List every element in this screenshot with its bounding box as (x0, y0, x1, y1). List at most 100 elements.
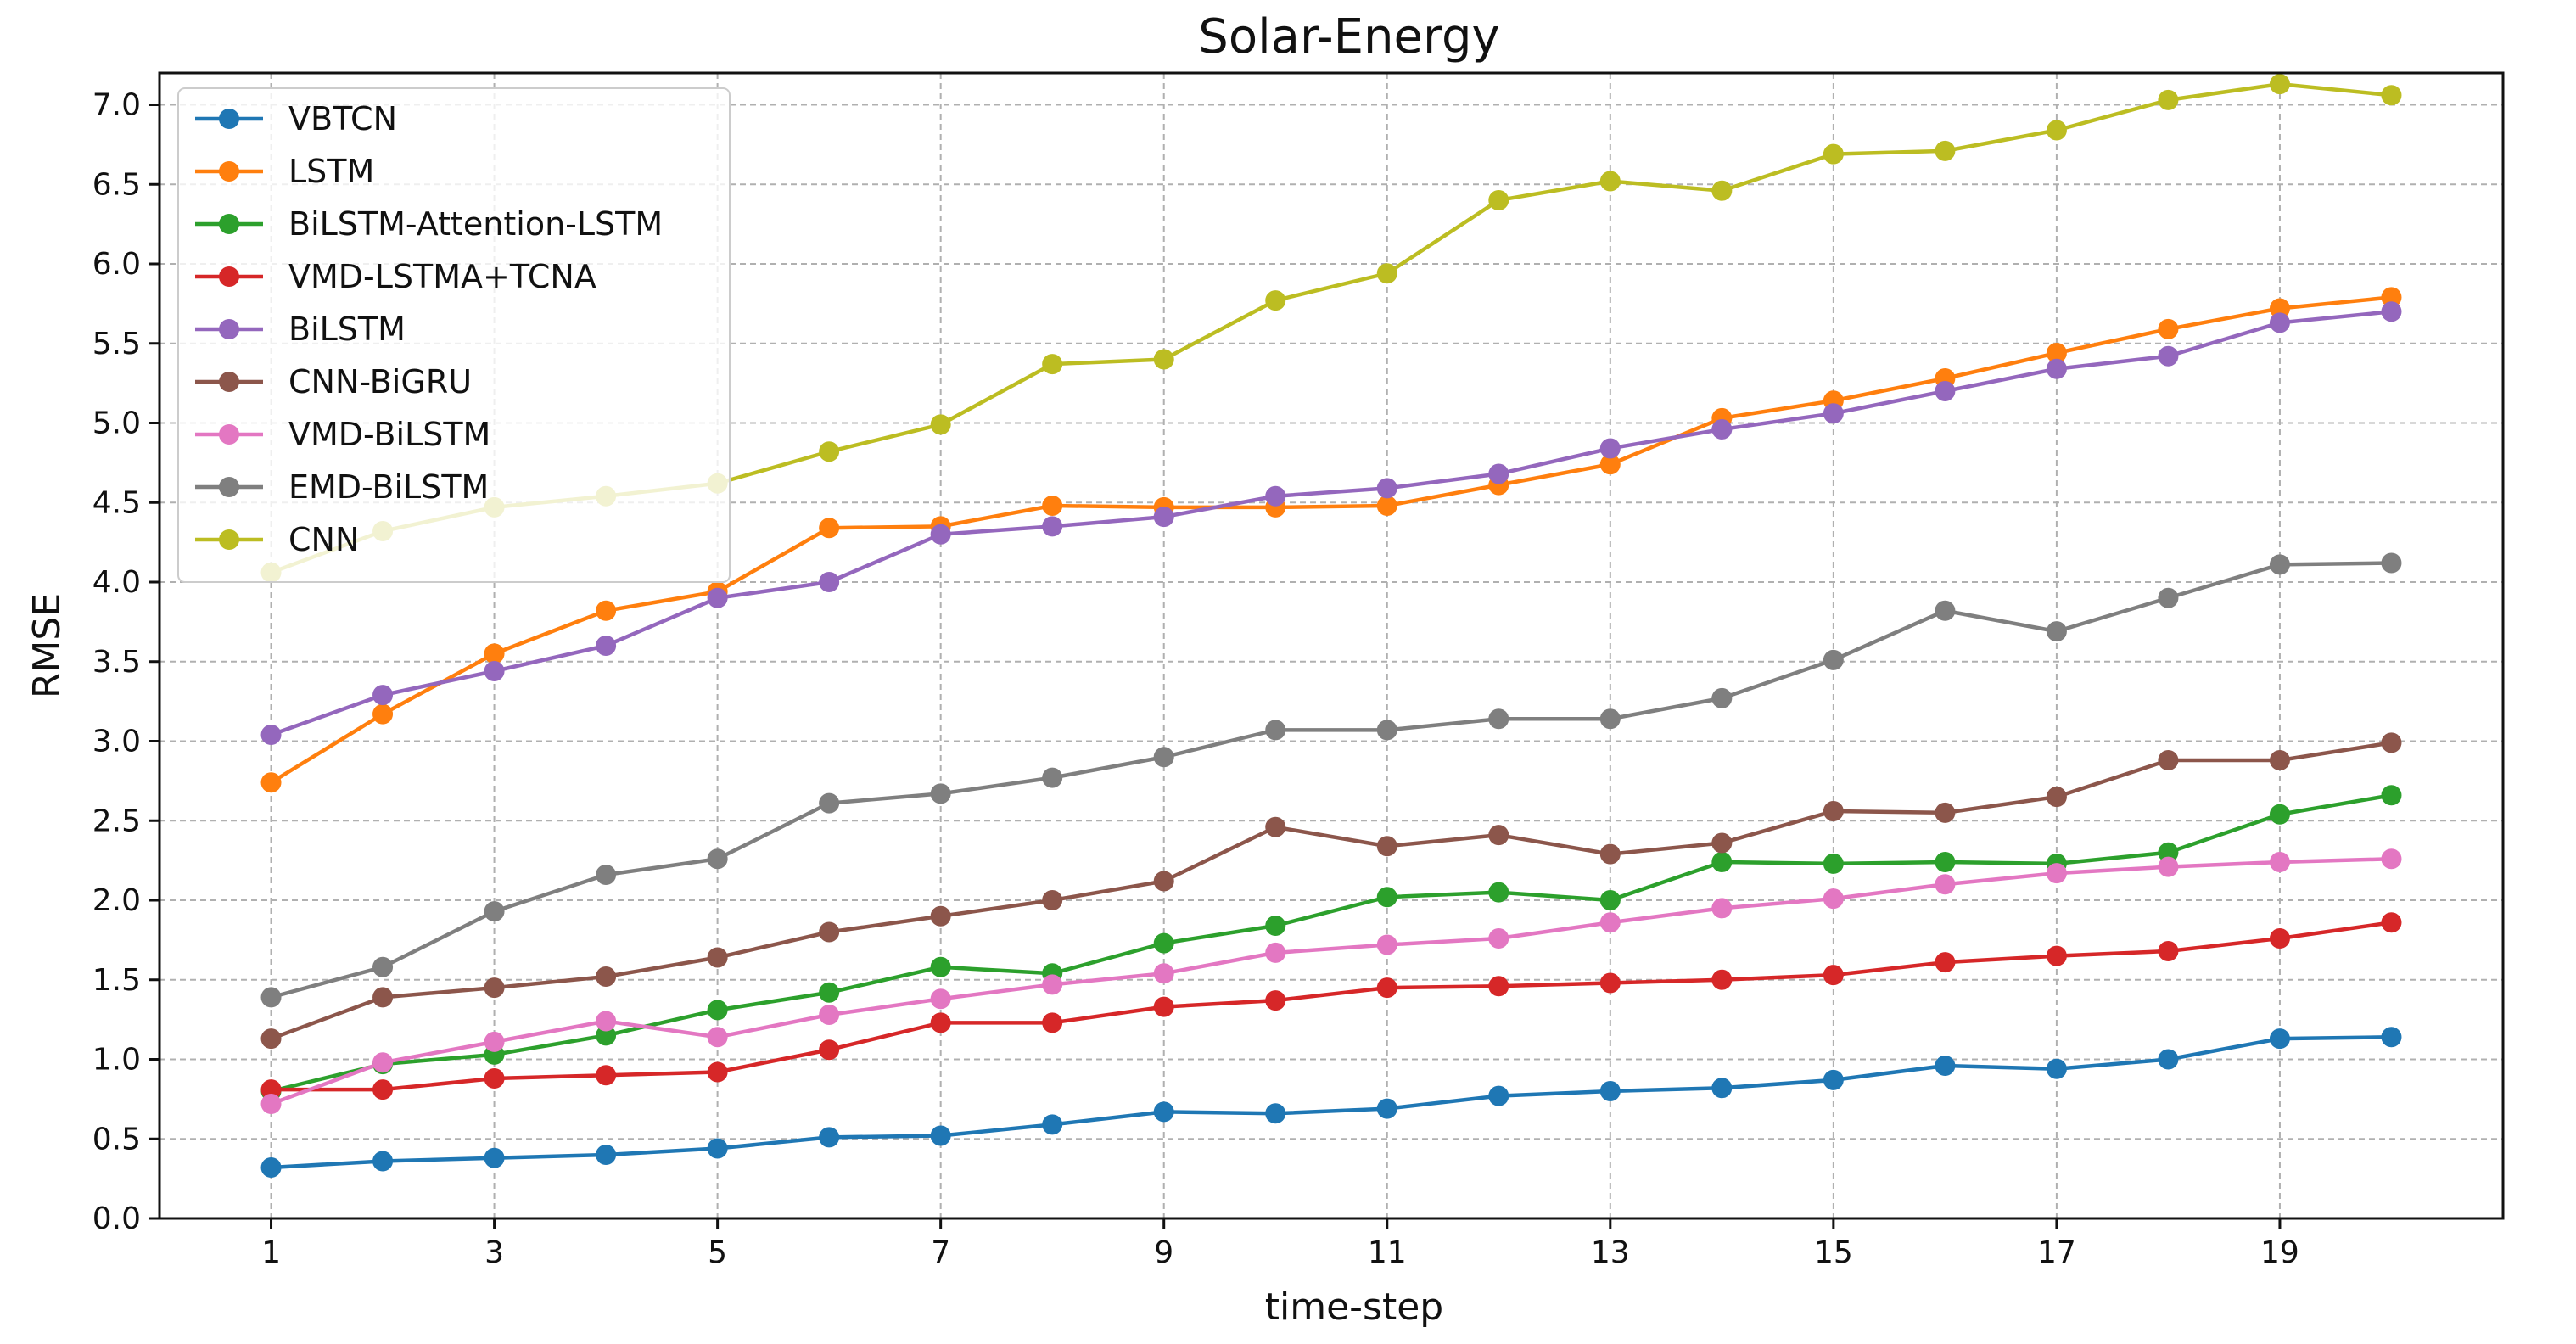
data-point-bilstm-attention-lstm (596, 1025, 617, 1046)
series-line-bilstm-attention-lstm (270, 793, 2392, 1094)
data-point-cnn-bigru (1376, 836, 1397, 857)
data-point-vbtcn (819, 1127, 840, 1148)
data-point-cnn-bigru (1711, 832, 1733, 854)
legend-label: CNN-BiGRU (288, 363, 472, 400)
legend: VBTCN LSTM BiLSTM-Attention-LSTM VMD-LSTMA+… (177, 87, 731, 583)
data-point-lstm (1376, 496, 1397, 516)
data-point-bilstm-attention-lstm (2158, 842, 2179, 863)
x-tick-label: 13 (1591, 1235, 1630, 1270)
data-point-vmd-lstma-tcna (707, 1061, 728, 1083)
data-point-cnn (2269, 74, 2290, 95)
data-point-cnn-bigru (2381, 732, 2402, 753)
data-point-emd-bilstm (1042, 767, 1063, 788)
data-point-vbtcn (930, 1125, 951, 1146)
legend-marker (219, 477, 239, 497)
data-point-vmd-lstma-tcna (1265, 990, 1286, 1011)
series-lstm (260, 287, 2402, 793)
x-tick-label: 17 (2037, 1235, 2076, 1270)
data-point-cnn-bigru (1042, 890, 1063, 910)
legend-marker (219, 319, 239, 339)
legend-label: EMD-BiLSTM (288, 468, 489, 506)
y-tick-label: 2.0 (92, 883, 141, 918)
data-point-vmd-lstma-tcna (2046, 945, 2067, 966)
series-vmd-lstma-tcna (260, 912, 2402, 1100)
data-point-bilstm (1935, 381, 1956, 401)
data-point-emd-bilstm (2046, 621, 2067, 642)
data-point-vmd-bilstm (1599, 912, 1621, 933)
data-point-cnn-bigru (260, 1028, 282, 1050)
series-line-cnn-bigru (270, 741, 2392, 1041)
data-point-vmd-bilstm (484, 1031, 505, 1052)
y-axis-label: RMSE (25, 593, 69, 698)
data-point-vbtcn (1935, 1056, 1956, 1076)
data-point-bilstm-attention-lstm (1488, 882, 1509, 903)
legend-label: CNN (288, 521, 359, 558)
data-point-emd-bilstm (2158, 587, 2179, 608)
data-point-vbtcn (1488, 1085, 1509, 1106)
data-point-emd-bilstm (1599, 708, 1621, 730)
data-point-bilstm (707, 587, 728, 608)
data-point-vmd-bilstm (819, 1005, 840, 1025)
series-line-lstm (270, 295, 2392, 785)
data-point-cnn (1599, 171, 1621, 192)
data-point-vbtcn (484, 1147, 505, 1168)
legend-label: VMD-LSTMA+TCNA (288, 258, 596, 295)
data-point-cnn-bigru (1935, 802, 1956, 823)
data-point-lstm (1042, 496, 1063, 516)
data-point-vmd-bilstm (372, 1052, 394, 1073)
data-point-bilstm-attention-lstm (1711, 852, 1733, 872)
data-point-vmd-bilstm (2046, 863, 2067, 884)
data-point-bilstm (1599, 438, 1621, 459)
data-point-cnn-bigru (2158, 750, 2179, 770)
x-tick-label: 3 (484, 1235, 504, 1270)
data-point-bilstm (2269, 312, 2290, 333)
legend-item: VBTCN (195, 100, 397, 137)
data-point-cnn (2158, 89, 2179, 110)
plot-frame (158, 71, 2505, 1220)
data-point-bilstm (596, 636, 617, 656)
data-point-cnn-bigru (2269, 750, 2290, 770)
data-point-vmd-lstma-tcna (1488, 976, 1509, 997)
data-point-bilstm-attention-lstm (1935, 852, 1956, 872)
data-point-bilstm (1042, 516, 1063, 537)
data-point-vmd-bilstm (2381, 848, 2402, 870)
data-point-emd-bilstm (1153, 747, 1174, 768)
data-point-cnn-bigru (1823, 801, 1844, 821)
legend-item: CNN (195, 521, 359, 558)
data-point-cnn-bigru (484, 977, 505, 999)
data-point-vmd-bilstm (260, 1094, 282, 1114)
data-point-vbtcn (1711, 1078, 1733, 1099)
data-point-bilstm (1711, 419, 1733, 440)
data-point-vmd-bilstm (2158, 856, 2179, 877)
legend-item: BiLSTM (195, 311, 406, 348)
data-point-bilstm (372, 685, 394, 706)
data-point-bilstm (930, 524, 951, 545)
data-point-bilstm-attention-lstm (1599, 890, 1621, 910)
data-point-emd-bilstm (484, 901, 505, 922)
series-line-vmd-lstma-tcna (271, 921, 2392, 1092)
data-point-emd-bilstm (1265, 720, 1286, 741)
data-point-lstm (2269, 298, 2290, 319)
legend-marker (219, 424, 239, 445)
y-tick-label: 6.5 (92, 167, 141, 202)
data-point-vmd-bilstm (930, 988, 951, 1010)
data-point-cnn-bigru (596, 966, 617, 987)
data-point-cnn (2381, 85, 2402, 106)
y-tick-label: 5.5 (92, 327, 141, 361)
data-point-bilstm-attention-lstm (2269, 804, 2290, 825)
data-point-vmd-lstma-tcna (930, 1012, 951, 1033)
data-point-vmd-lstma-tcna (1711, 969, 1733, 990)
data-point-emd-bilstm (1376, 720, 1397, 741)
data-point-vmd-lstma-tcna (596, 1065, 617, 1086)
series-cnn-bigru (260, 732, 2402, 1050)
y-tick-label: 0.5 (92, 1122, 141, 1156)
data-point-vmd-lstma-tcna (1823, 965, 1844, 986)
data-point-lstm (484, 643, 505, 664)
data-point-emd-bilstm (2381, 552, 2402, 574)
data-point-vbtcn (1042, 1114, 1063, 1135)
data-point-vmd-lstma-tcna (1599, 972, 1621, 994)
data-point-emd-bilstm (707, 848, 728, 870)
x-tick-label: 19 (2260, 1235, 2299, 1270)
legend-item: BiLSTM-Attention-LSTM (195, 205, 663, 243)
data-point-cnn (1935, 140, 1956, 161)
